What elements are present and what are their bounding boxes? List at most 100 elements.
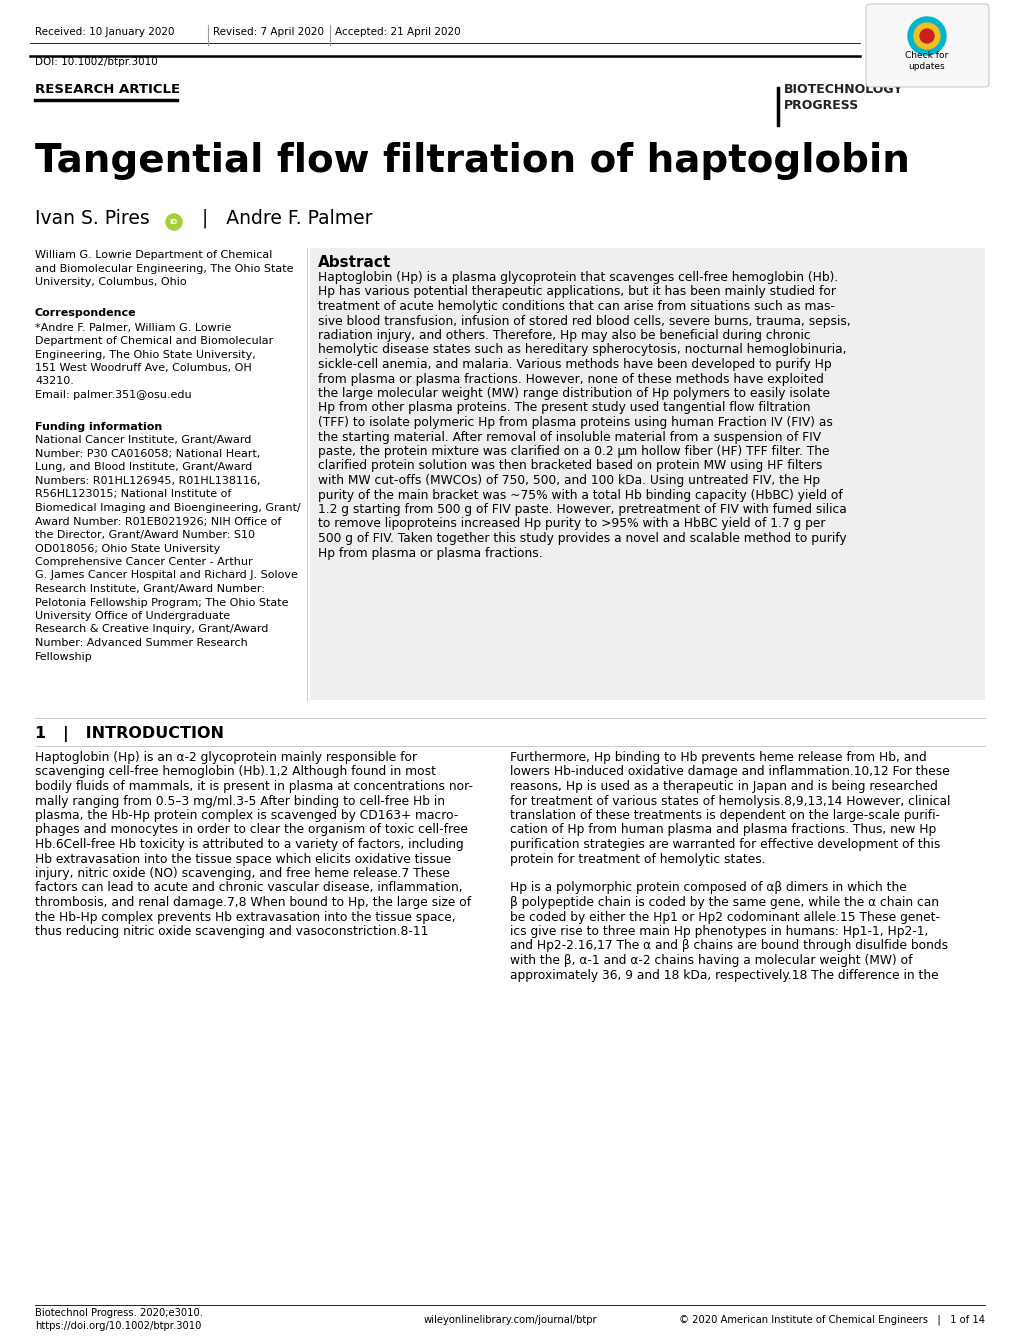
Text: G. James Cancer Hospital and Richard J. Solove: G. James Cancer Hospital and Richard J. … xyxy=(35,571,298,580)
Text: β polypeptide chain is coded by the same gene, while the α chain can: β polypeptide chain is coded by the same… xyxy=(510,896,938,909)
Text: from plasma or plasma fractions. However, none of these methods have exploited: from plasma or plasma fractions. However… xyxy=(318,373,823,386)
Text: 151 West Woodruff Ave, Columbus, OH: 151 West Woodruff Ave, Columbus, OH xyxy=(35,363,252,373)
Text: Lung, and Blood Institute, Grant/Award: Lung, and Blood Institute, Grant/Award xyxy=(35,462,252,473)
Text: University, Columbus, Ohio: University, Columbus, Ohio xyxy=(35,277,186,287)
Text: hemolytic disease states such as hereditary spherocytosis, nocturnal hemoglobinu: hemolytic disease states such as heredit… xyxy=(318,343,846,356)
Text: to remove lipoproteins increased Hp purity to >95% with a HbBC yield of 1.7 g pe: to remove lipoproteins increased Hp puri… xyxy=(318,517,824,531)
Text: paste, the protein mixture was clarified on a 0.2 μm hollow fiber (HF) TFF filte: paste, the protein mixture was clarified… xyxy=(318,445,828,458)
Text: © 2020 American Institute of Chemical Engineers   |   1 of 14: © 2020 American Institute of Chemical En… xyxy=(679,1315,984,1325)
Text: wileyonlinelibrary.com/journal/btpr: wileyonlinelibrary.com/journal/btpr xyxy=(423,1315,596,1325)
Text: BIOTECHNOLOGY: BIOTECHNOLOGY xyxy=(784,83,903,96)
Text: Pelotonia Fellowship Program; The Ohio State: Pelotonia Fellowship Program; The Ohio S… xyxy=(35,598,288,607)
Text: radiation injury, and others. Therefore, Hp may also be beneficial during chroni: radiation injury, and others. Therefore,… xyxy=(318,330,810,342)
Text: William G. Lowrie Department of Chemical: William G. Lowrie Department of Chemical xyxy=(35,251,272,260)
Text: sive blood transfusion, infusion of stored red blood cells, severe burns, trauma: sive blood transfusion, infusion of stor… xyxy=(318,315,850,327)
Bar xyxy=(310,248,984,699)
Text: sickle-cell anemia, and malaria. Various methods have been developed to purify H: sickle-cell anemia, and malaria. Various… xyxy=(318,358,830,371)
Text: University Office of Undergraduate: University Office of Undergraduate xyxy=(35,611,230,620)
Text: cation of Hp from human plasma and plasma fractions. Thus, new Hp: cation of Hp from human plasma and plasm… xyxy=(510,824,935,836)
Text: Hp from other plasma proteins. The present study used tangential flow filtration: Hp from other plasma proteins. The prese… xyxy=(318,402,810,414)
Text: treatment of acute hemolytic conditions that can arise from situations such as m: treatment of acute hemolytic conditions … xyxy=(318,300,835,314)
Text: bodily fluids of mammals, it is present in plasma at concentrations nor-: bodily fluids of mammals, it is present … xyxy=(35,780,473,793)
Text: Research Institute, Grant/Award Number:: Research Institute, Grant/Award Number: xyxy=(35,584,265,594)
Text: injury, nitric oxide (NO) scavenging, and free heme release.7 These: injury, nitric oxide (NO) scavenging, an… xyxy=(35,867,449,880)
Text: Correspondence: Correspondence xyxy=(35,308,137,319)
Text: Funding information: Funding information xyxy=(35,422,162,431)
Text: Hb extravasation into the tissue space which elicits oxidative tissue: Hb extravasation into the tissue space w… xyxy=(35,852,450,866)
Text: National Cancer Institute, Grant/Award: National Cancer Institute, Grant/Award xyxy=(35,436,251,445)
Text: Haptoglobin (Hp) is a plasma glycoprotein that scavenges cell-free hemoglobin (H: Haptoglobin (Hp) is a plasma glycoprotei… xyxy=(318,271,838,284)
Text: thrombosis, and renal damage.7,8 When bound to Hp, the large size of: thrombosis, and renal damage.7,8 When bo… xyxy=(35,896,471,909)
Text: |   Andre F. Palmer: | Andre F. Palmer xyxy=(190,209,372,228)
Text: Award Number: R01EB021926; NIH Office of: Award Number: R01EB021926; NIH Office of xyxy=(35,516,281,527)
Text: Furthermore, Hp binding to Hb prevents heme release from Hb, and: Furthermore, Hp binding to Hb prevents h… xyxy=(510,750,926,764)
Text: OD018056; Ohio State University: OD018056; Ohio State University xyxy=(35,544,220,553)
Text: reasons, Hp is used as a therapeutic in Japan and is being researched: reasons, Hp is used as a therapeutic in … xyxy=(510,780,936,793)
Text: Check for: Check for xyxy=(905,51,948,60)
Text: (TFF) to isolate polymeric Hp from plasma proteins using human Fraction IV (FIV): (TFF) to isolate polymeric Hp from plasm… xyxy=(318,415,833,429)
Circle shape xyxy=(907,17,945,55)
Text: updates: updates xyxy=(908,62,945,71)
Text: and Biomolecular Engineering, The Ohio State: and Biomolecular Engineering, The Ohio S… xyxy=(35,264,293,273)
Text: Tangential flow filtration of haptoglobin: Tangential flow filtration of haptoglobi… xyxy=(35,142,909,180)
Text: lowers Hb-induced oxidative damage and inflammation.10,12 For these: lowers Hb-induced oxidative damage and i… xyxy=(510,765,949,779)
Text: PROGRESS: PROGRESS xyxy=(784,99,858,113)
Text: Numbers: R01HL126945, R01HL138116,: Numbers: R01HL126945, R01HL138116, xyxy=(35,476,260,486)
Text: iD: iD xyxy=(170,218,178,225)
Text: Abstract: Abstract xyxy=(318,255,391,269)
Text: Hp has various potential therapeutic applications, but it has been mainly studie: Hp has various potential therapeutic app… xyxy=(318,285,836,299)
Text: Biotechnol Progress. 2020;e3010.: Biotechnol Progress. 2020;e3010. xyxy=(35,1308,203,1319)
Text: Accepted: 21 April 2020: Accepted: 21 April 2020 xyxy=(334,27,461,38)
Text: protein for treatment of hemolytic states.: protein for treatment of hemolytic state… xyxy=(510,852,765,866)
Text: https://doi.org/10.1002/btpr.3010: https://doi.org/10.1002/btpr.3010 xyxy=(35,1321,201,1331)
Text: scavenging cell-free hemoglobin (Hb).1,2 Although found in most: scavenging cell-free hemoglobin (Hb).1,2… xyxy=(35,765,435,779)
Text: phages and monocytes in order to clear the organism of toxic cell-free: phages and monocytes in order to clear t… xyxy=(35,824,468,836)
Circle shape xyxy=(913,23,940,50)
Text: Research & Creative Inquiry, Grant/Award: Research & Creative Inquiry, Grant/Award xyxy=(35,624,268,635)
Text: ▼: ▼ xyxy=(923,31,928,38)
Text: 43210.: 43210. xyxy=(35,377,73,386)
Text: be coded by either the Hp1 or Hp2 codominant allele.15 These genet-: be coded by either the Hp1 or Hp2 codomi… xyxy=(510,910,940,923)
Text: Haptoglobin (Hp) is an α-2 glycoprotein mainly responsible for: Haptoglobin (Hp) is an α-2 glycoprotein … xyxy=(35,750,417,764)
Text: 500 g of FIV. Taken together this study provides a novel and scalable method to : 500 g of FIV. Taken together this study … xyxy=(318,532,846,545)
Text: R56HL123015; National Institute of: R56HL123015; National Institute of xyxy=(35,489,231,500)
Text: with MW cut-offs (MWCOs) of 750, 500, and 100 kDa. Using untreated FIV, the Hp: with MW cut-offs (MWCOs) of 750, 500, an… xyxy=(318,474,819,486)
Text: mally ranging from 0.5–3 mg/ml.3-5 After binding to cell-free Hb in: mally ranging from 0.5–3 mg/ml.3-5 After… xyxy=(35,795,444,808)
Text: the large molecular weight (MW) range distribution of Hp polymers to easily isol: the large molecular weight (MW) range di… xyxy=(318,387,829,401)
Text: plasma, the Hb-Hp protein complex is scavenged by CD163+ macro-: plasma, the Hb-Hp protein complex is sca… xyxy=(35,809,458,821)
Text: Department of Chemical and Biomolecular: Department of Chemical and Biomolecular xyxy=(35,336,273,346)
FancyBboxPatch shape xyxy=(865,4,988,87)
Text: Fellowship: Fellowship xyxy=(35,651,93,662)
Text: clarified protein solution was then bracketed based on protein MW using HF filte: clarified protein solution was then brac… xyxy=(318,460,821,473)
Text: approximately 36, 9 and 18 kDa, respectively.18 The difference in the: approximately 36, 9 and 18 kDa, respecti… xyxy=(510,969,937,981)
Text: Comprehensive Cancer Center - Arthur: Comprehensive Cancer Center - Arthur xyxy=(35,557,253,567)
Text: 1   |   INTRODUCTION: 1 | INTRODUCTION xyxy=(35,726,224,742)
Text: Number: Advanced Summer Research: Number: Advanced Summer Research xyxy=(35,638,248,649)
Circle shape xyxy=(919,29,933,43)
Text: Biomedical Imaging and Bioengineering, Grant/: Biomedical Imaging and Bioengineering, G… xyxy=(35,502,301,513)
Text: with the β, α-1 and α-2 chains having a molecular weight (MW) of: with the β, α-1 and α-2 chains having a … xyxy=(510,954,912,967)
Text: factors can lead to acute and chronic vascular disease, inflammation,: factors can lead to acute and chronic va… xyxy=(35,882,463,895)
Text: Engineering, The Ohio State University,: Engineering, The Ohio State University, xyxy=(35,350,256,359)
Text: Ivan S. Pires: Ivan S. Pires xyxy=(35,209,150,228)
Text: Hp from plasma or plasma fractions.: Hp from plasma or plasma fractions. xyxy=(318,547,542,560)
Text: Revised: 7 April 2020: Revised: 7 April 2020 xyxy=(213,27,324,38)
Text: Hb.6Cell-free Hb toxicity is attributed to a variety of factors, including: Hb.6Cell-free Hb toxicity is attributed … xyxy=(35,838,464,851)
Text: purity of the main bracket was ~75% with a total Hb binding capacity (HbBC) yiel: purity of the main bracket was ~75% with… xyxy=(318,489,842,501)
Circle shape xyxy=(166,214,181,230)
Text: the starting material. After removal of insoluble material from a suspension of : the starting material. After removal of … xyxy=(318,430,820,444)
Text: and Hp2-2.16,17 The α and β chains are bound through disulfide bonds: and Hp2-2.16,17 The α and β chains are b… xyxy=(510,939,948,953)
Text: translation of these treatments is dependent on the large-scale purifi-: translation of these treatments is depen… xyxy=(510,809,940,821)
Text: thus reducing nitric oxide scavenging and vasoconstriction.8-11: thus reducing nitric oxide scavenging an… xyxy=(35,925,428,938)
Text: DOI: 10.1002/btpr.3010: DOI: 10.1002/btpr.3010 xyxy=(35,58,158,67)
Text: ics give rise to three main Hp phenotypes in humans: Hp1-1, Hp2-1,: ics give rise to three main Hp phenotype… xyxy=(510,925,927,938)
Text: Number: P30 CA016058; National Heart,: Number: P30 CA016058; National Heart, xyxy=(35,449,260,460)
Text: for treatment of various states of hemolysis.8,9,13,14 However, clinical: for treatment of various states of hemol… xyxy=(510,795,950,808)
Text: *Andre F. Palmer, William G. Lowrie: *Andre F. Palmer, William G. Lowrie xyxy=(35,323,231,332)
Text: Received: 10 January 2020: Received: 10 January 2020 xyxy=(35,27,174,38)
Text: RESEARCH ARTICLE: RESEARCH ARTICLE xyxy=(35,83,180,96)
Text: purification strategies are warranted for effective development of this: purification strategies are warranted fo… xyxy=(510,838,940,851)
Text: the Director, Grant/Award Number: S10: the Director, Grant/Award Number: S10 xyxy=(35,531,255,540)
Text: 1.2 g starting from 500 g of FIV paste. However, pretreatment of FIV with fumed : 1.2 g starting from 500 g of FIV paste. … xyxy=(318,502,846,516)
Text: Hp is a polymorphic protein composed of αβ dimers in which the: Hp is a polymorphic protein composed of … xyxy=(510,882,906,895)
